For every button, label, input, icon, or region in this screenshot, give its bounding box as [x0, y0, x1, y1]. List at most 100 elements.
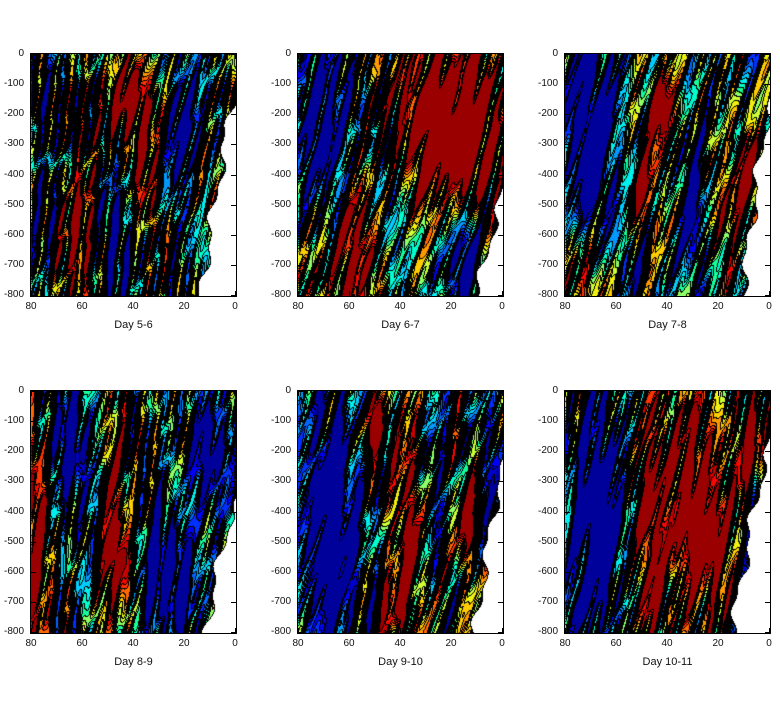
y-tick-mark [298, 235, 303, 236]
x-tick-mark [235, 54, 236, 59]
x-tick-label: 0 [499, 301, 505, 312]
x-tick-label: 40 [661, 301, 673, 312]
y-tick-mark [498, 265, 503, 266]
y-tick-mark [565, 572, 570, 573]
y-tick-mark [498, 391, 503, 392]
y-tick-mark [298, 84, 303, 85]
y-tick-mark [231, 572, 236, 573]
x-tick-mark [133, 291, 134, 296]
x-tick-mark [616, 291, 617, 296]
x-tick-mark [718, 391, 719, 396]
y-tick-label: -400 [270, 169, 291, 180]
x-tick-mark [616, 628, 617, 633]
y-tick-label: -200 [537, 445, 558, 456]
x-tick-mark [400, 54, 401, 59]
y-tick-mark [565, 542, 570, 543]
x-tick-label: 80 [25, 638, 37, 649]
y-tick-label: -100 [3, 78, 24, 89]
x-tick-label: 20 [445, 638, 457, 649]
x-tick-mark [298, 54, 299, 59]
x-tick-label: 60 [610, 301, 622, 312]
y-tick-label: 0 [285, 385, 291, 396]
y-tick-mark [498, 481, 503, 482]
panel-day-10-11: 0 -100 -200 -300 -400 -500 -600 -700 -800 80 60 40… [538, 386, 772, 669]
plot-area [564, 390, 771, 634]
y-tick-mark [298, 632, 303, 633]
y-tick-mark [498, 512, 503, 513]
y-tick-mark [765, 542, 770, 543]
x-tick-mark [133, 628, 134, 633]
y-tick-mark [765, 175, 770, 176]
x-tick-mark [235, 391, 236, 396]
x-axis-tick-labels: 80 60 40 20 0 [559, 301, 771, 314]
x-tick-mark [400, 391, 401, 396]
y-tick-mark [231, 451, 236, 452]
y-tick-label: 0 [285, 48, 291, 59]
y-axis-tick-labels: 0 -100 -200 -300 -400 -500 -600 -700 -800 [0, 386, 24, 637]
x-tick-mark [502, 391, 503, 396]
y-tick-mark [565, 54, 570, 55]
y-tick-mark [31, 542, 36, 543]
y-tick-label: -200 [3, 445, 24, 456]
contour-canvas [31, 391, 236, 633]
x-tick-mark [718, 291, 719, 296]
plot-area [297, 53, 504, 297]
x-tick-label: 40 [127, 301, 139, 312]
x-tick-mark [769, 628, 770, 633]
x-tick-mark [349, 391, 350, 396]
y-tick-mark [31, 205, 36, 206]
y-tick-mark [231, 84, 236, 85]
y-tick-mark [498, 421, 503, 422]
y-axis-tick-labels: 0 -100 -200 -300 -400 -500 -600 -700 -800 [0, 49, 24, 300]
y-axis-tick-labels: 0 -100 -200 -300 -400 -500 -600 -700 -800 [528, 49, 558, 300]
x-tick-label: 0 [766, 638, 772, 649]
x-tick-mark [502, 628, 503, 633]
y-tick-mark [565, 451, 570, 452]
x-axis-label: Day 5-6 [114, 319, 153, 331]
x-tick-label: 40 [394, 638, 406, 649]
y-tick-label: -400 [537, 169, 558, 180]
x-tick-mark [616, 391, 617, 396]
panel-day-5-6: 0 -100 -200 -300 -400 -500 -600 -700 -800 80 60 40… [4, 49, 238, 332]
y-tick-label: -200 [270, 108, 291, 119]
x-tick-mark [565, 628, 566, 633]
y-tick-label: -300 [3, 138, 24, 149]
x-tick-label: 80 [292, 638, 304, 649]
x-tick-label: 60 [343, 638, 355, 649]
y-tick-label: -500 [3, 199, 24, 210]
y-tick-mark [298, 451, 303, 452]
y-tick-mark [298, 572, 303, 573]
y-tick-label: 0 [552, 48, 558, 59]
y-tick-mark [231, 144, 236, 145]
y-tick-mark [298, 481, 303, 482]
y-tick-label: -600 [270, 566, 291, 577]
x-tick-mark [184, 628, 185, 633]
y-tick-mark [231, 265, 236, 266]
y-tick-label: -400 [3, 506, 24, 517]
y-tick-mark [498, 451, 503, 452]
y-tick-label: -600 [3, 229, 24, 240]
y-tick-label: -700 [3, 596, 24, 607]
y-tick-mark [231, 295, 236, 296]
y-tick-mark [765, 602, 770, 603]
x-axis-label: Day 9-10 [378, 656, 423, 668]
y-tick-mark [498, 572, 503, 573]
y-tick-label: -300 [270, 475, 291, 486]
y-tick-mark [498, 235, 503, 236]
y-tick-label: -200 [3, 108, 24, 119]
y-tick-mark [498, 54, 503, 55]
y-tick-label: -100 [537, 415, 558, 426]
x-tick-label: 0 [232, 638, 238, 649]
y-tick-mark [298, 175, 303, 176]
y-tick-mark [565, 114, 570, 115]
x-tick-mark [235, 291, 236, 296]
x-tick-label: 80 [292, 301, 304, 312]
y-tick-mark [231, 632, 236, 633]
y-tick-mark [498, 84, 503, 85]
y-tick-mark [231, 54, 236, 55]
x-tick-label: 20 [178, 638, 190, 649]
y-tick-mark [31, 451, 36, 452]
x-tick-mark [451, 628, 452, 633]
x-tick-mark [667, 291, 668, 296]
y-tick-label: -100 [3, 415, 24, 426]
